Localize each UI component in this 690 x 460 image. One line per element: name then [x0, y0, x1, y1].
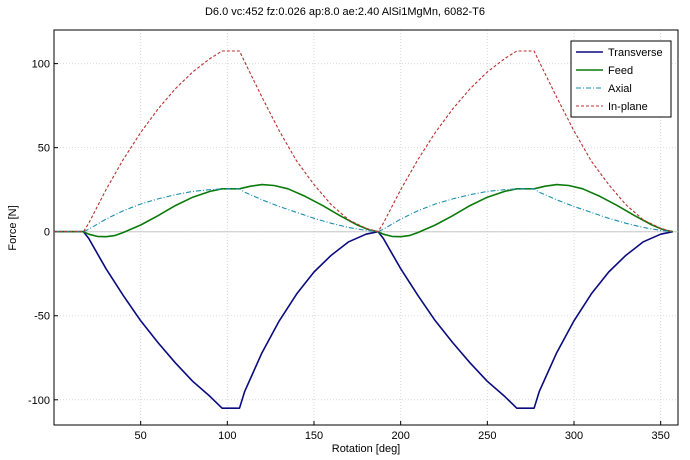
- legend-label: Transverse: [608, 47, 663, 59]
- y-tick-label: 0: [44, 227, 50, 239]
- series-line-transverse: [54, 230, 673, 410]
- x-tick-label: 50: [135, 430, 147, 442]
- x-tick-label: 300: [565, 430, 583, 442]
- series-line-axial: [54, 188, 673, 233]
- plot-frame: [53, 29, 679, 426]
- x-tick-label: 250: [478, 430, 496, 442]
- series-line-in-plane: [54, 50, 673, 233]
- y-tick-label: 100: [32, 59, 50, 71]
- x-axis-title: Rotation [deg]: [332, 443, 401, 455]
- x-tick-label: 200: [391, 430, 409, 442]
- y-tick-label: 50: [38, 143, 50, 155]
- legend: Transverse Feed Axial In-plane: [570, 40, 672, 118]
- y-tick-label: -100: [28, 395, 50, 407]
- series-line-feed: [54, 183, 673, 238]
- legend-box: [570, 40, 672, 118]
- chart-title: D6.0 vc:452 fz:0.026 ap:8.0 ae:2.40 AlSi…: [205, 6, 485, 18]
- legend-label: Axial: [608, 83, 632, 95]
- legend-label: In-plane: [608, 101, 648, 113]
- legend-label: Feed: [608, 65, 633, 77]
- y-axis-title: Force [N]: [7, 205, 19, 250]
- x-axis: 50 100 150 200 250 300 350: [135, 421, 670, 442]
- x-tick-label: 350: [651, 430, 669, 442]
- x-tick-label: 100: [218, 430, 236, 442]
- y-tick-label: -50: [34, 311, 50, 323]
- y-axis: -100 -50 0 50 100: [28, 59, 58, 407]
- x-tick-label: 150: [305, 430, 323, 442]
- series-group: [54, 50, 673, 410]
